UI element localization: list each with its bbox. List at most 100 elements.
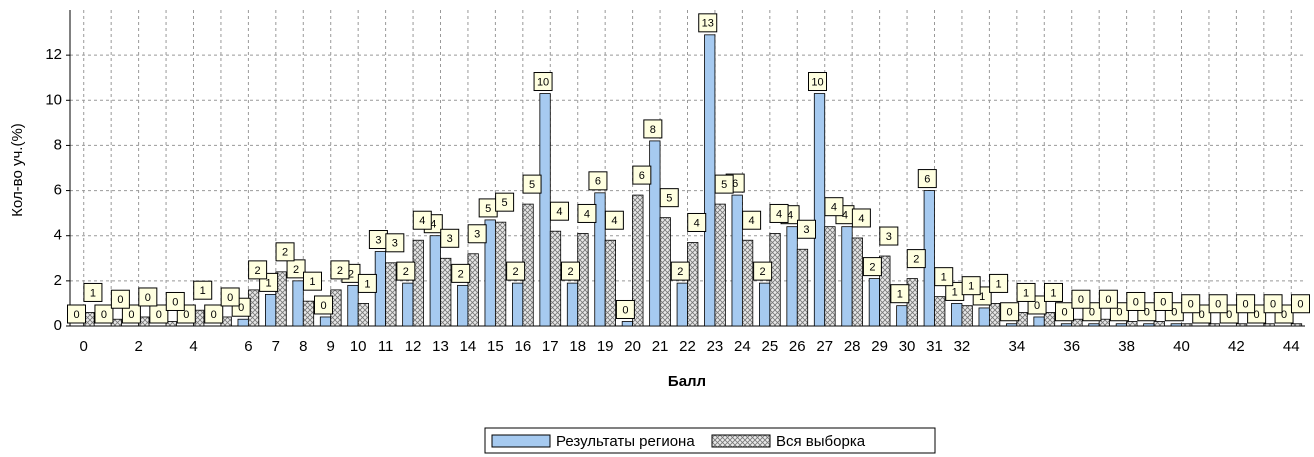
data-label: 10 bbox=[537, 76, 549, 88]
x-tick-label: 24 bbox=[734, 338, 751, 355]
bar bbox=[851, 237, 863, 327]
label-box bbox=[1208, 294, 1228, 314]
label-box bbox=[193, 280, 213, 300]
bar bbox=[549, 230, 562, 327]
data-label: 0 bbox=[1061, 307, 1067, 319]
x-tick-label: 0 bbox=[80, 338, 88, 355]
x-tick-label: 30 bbox=[899, 338, 916, 355]
bar bbox=[494, 221, 507, 327]
label-box bbox=[412, 210, 432, 230]
data-label: 0 bbox=[1160, 296, 1166, 308]
label-box bbox=[533, 72, 553, 92]
data-label: 5 bbox=[502, 197, 508, 209]
data-label: 2 bbox=[760, 266, 766, 278]
data-label: 0 bbox=[320, 300, 326, 312]
data-label: 2 bbox=[513, 266, 519, 278]
data-label: 2 bbox=[255, 265, 261, 277]
data-label: 4 bbox=[787, 210, 793, 222]
data-label: 0 bbox=[1034, 300, 1040, 312]
x-axis-label: Балл bbox=[668, 373, 706, 390]
label-box bbox=[314, 295, 334, 315]
bar bbox=[402, 282, 414, 327]
x-tick-label: 7 bbox=[272, 338, 280, 355]
label-box bbox=[577, 203, 597, 223]
y-tick-label: 8 bbox=[54, 136, 62, 153]
data-label: 0 bbox=[1243, 299, 1249, 311]
label-box bbox=[385, 233, 405, 253]
x-tick-label: 14 bbox=[460, 338, 477, 355]
data-label: 2 bbox=[403, 266, 409, 278]
data-label: 4 bbox=[749, 215, 755, 227]
data-label: 1 bbox=[309, 276, 315, 288]
y-tick-label: 6 bbox=[54, 182, 62, 199]
label-box bbox=[396, 261, 416, 281]
data-label: 0 bbox=[1281, 309, 1287, 321]
data-label: 0 bbox=[1078, 294, 1084, 306]
data-label: 6 bbox=[639, 170, 645, 182]
data-label: 0 bbox=[1215, 299, 1221, 311]
label-box bbox=[890, 284, 910, 304]
data-label: 1 bbox=[90, 287, 96, 299]
label-box bbox=[1153, 291, 1173, 311]
x-tick-label: 29 bbox=[871, 338, 888, 355]
label-box bbox=[440, 228, 460, 248]
label-box bbox=[698, 13, 718, 33]
data-label: 0 bbox=[1188, 299, 1194, 311]
bar bbox=[566, 282, 579, 327]
bar bbox=[1060, 323, 1073, 327]
label-box bbox=[138, 287, 158, 307]
x-tick-label: 11 bbox=[378, 338, 394, 355]
bar bbox=[539, 93, 551, 327]
label-box bbox=[934, 267, 954, 287]
bar bbox=[1181, 323, 1193, 327]
data-label: 0 bbox=[1144, 307, 1150, 319]
data-label: 0 bbox=[1007, 307, 1013, 319]
label-box bbox=[522, 174, 542, 194]
data-label: 1 bbox=[200, 285, 206, 297]
data-label: 0 bbox=[1089, 307, 1095, 319]
label-box bbox=[879, 226, 899, 246]
bar bbox=[868, 278, 881, 327]
data-label: 0 bbox=[1199, 309, 1205, 321]
bar bbox=[896, 305, 908, 327]
bar bbox=[934, 296, 946, 327]
bar bbox=[813, 93, 826, 327]
label-box bbox=[808, 72, 828, 92]
data-label: 5 bbox=[485, 203, 491, 215]
label-box bbox=[357, 273, 377, 293]
legend-swatch bbox=[711, 434, 771, 448]
data-label: 2 bbox=[567, 266, 573, 278]
data-label: 2 bbox=[869, 262, 875, 274]
data-label: 0 bbox=[73, 309, 79, 321]
label-box bbox=[275, 242, 295, 262]
data-label: 0 bbox=[117, 294, 123, 306]
bar bbox=[385, 262, 397, 327]
label-box bbox=[906, 249, 926, 269]
data-label: 2 bbox=[677, 266, 683, 278]
bar bbox=[1115, 323, 1128, 327]
bar bbox=[1290, 323, 1303, 327]
data-label: 3 bbox=[375, 234, 381, 246]
label-box bbox=[1016, 282, 1036, 302]
bar bbox=[302, 300, 315, 327]
data-label: 4 bbox=[776, 208, 782, 220]
x-tick-label: 13 bbox=[432, 338, 449, 355]
bar bbox=[1143, 323, 1155, 327]
bar bbox=[357, 303, 369, 327]
x-tick-label: 9 bbox=[327, 338, 335, 355]
data-label: 3 bbox=[886, 231, 892, 243]
data-label: 0 bbox=[1254, 309, 1260, 321]
label-box bbox=[670, 261, 690, 281]
bar bbox=[687, 242, 699, 327]
bar bbox=[879, 255, 891, 327]
x-tick-label: 42 bbox=[1228, 338, 1245, 355]
label-box bbox=[742, 210, 762, 230]
label-box bbox=[302, 271, 322, 291]
label-box bbox=[1181, 294, 1201, 314]
data-label: 0 bbox=[1270, 299, 1276, 311]
x-tick-label: 40 bbox=[1173, 338, 1190, 355]
data-label: 0 bbox=[1116, 307, 1122, 319]
label-box bbox=[220, 287, 240, 307]
label-box bbox=[1055, 302, 1075, 322]
